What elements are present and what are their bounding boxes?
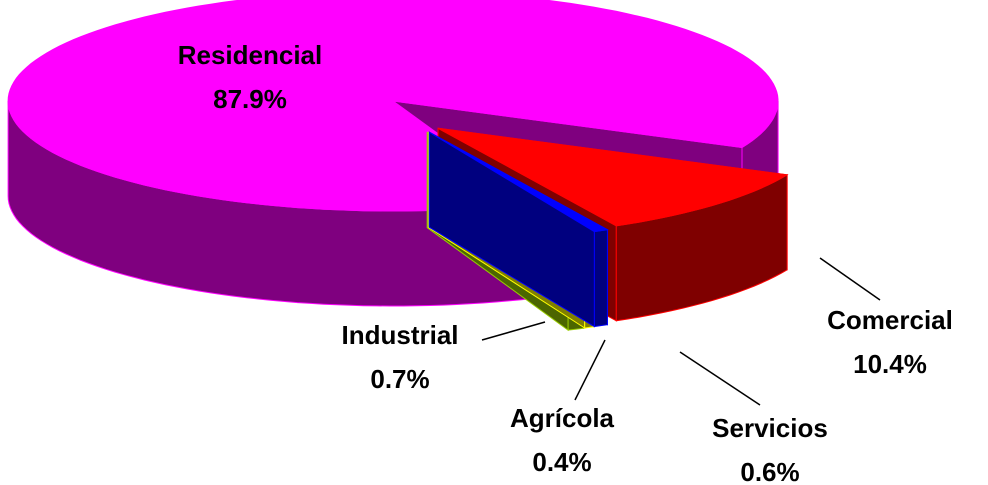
slice-value-label: 87.9%: [213, 84, 287, 114]
slice-wall: [593, 229, 608, 328]
slice-value-label: 0.6%: [740, 457, 799, 485]
slice: [7, 0, 779, 212]
slice-value-label: 0.7%: [370, 364, 429, 394]
slice: [429, 131, 609, 233]
leader-line: [679, 351, 761, 406]
slice-label: Industrial: [341, 320, 458, 350]
slice-label: Comercial: [827, 305, 953, 335]
slice-value-label: 0.4%: [532, 447, 591, 477]
leader-line: [574, 339, 606, 401]
slice-label: Residencial: [178, 40, 323, 70]
slice: [437, 127, 789, 227]
slice-label: Servicios: [712, 413, 828, 443]
leader-line: [481, 321, 546, 341]
slice-value-label: 10.4%: [853, 349, 927, 379]
leader-line: [819, 257, 881, 301]
slice-label: Agrícola: [510, 403, 615, 433]
